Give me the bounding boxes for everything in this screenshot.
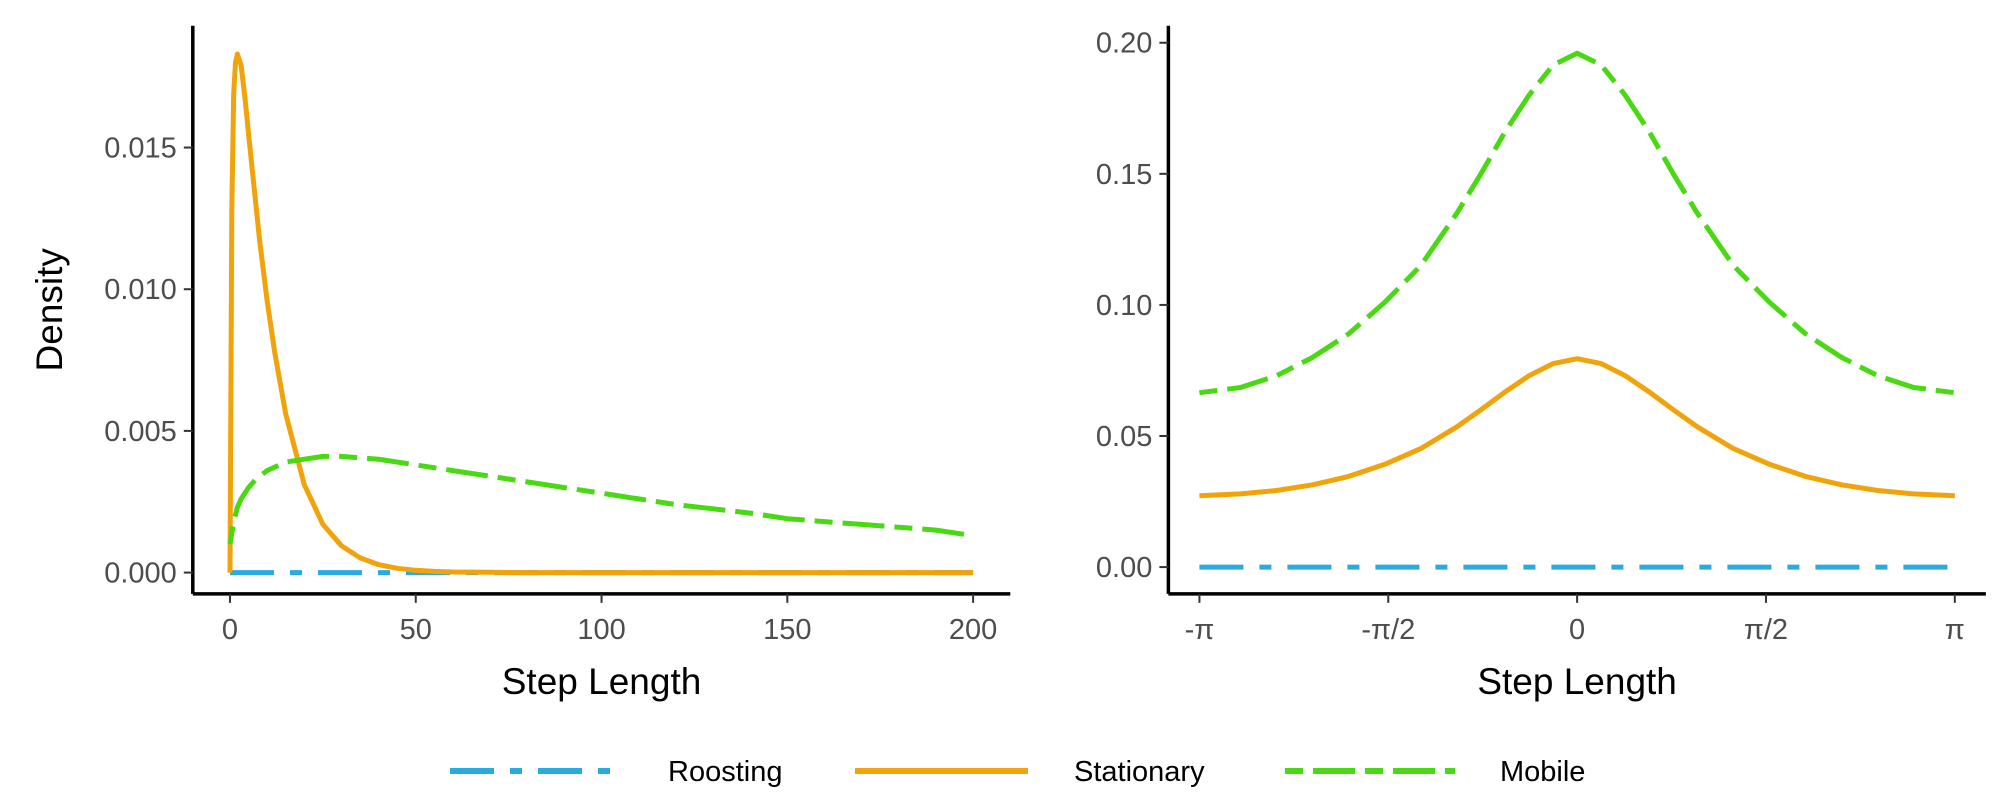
legend-label-roosting: Roosting <box>668 756 782 788</box>
left-y-ticks: 0.000 0.005 0.010 0.015 <box>104 133 193 590</box>
right-x-tick-label: π <box>1945 614 1965 646</box>
left-x-ticks: 0 50 100 150 200 <box>222 593 997 646</box>
right-y-tick-label: 0.15 <box>1096 159 1152 191</box>
right-y-ticks: 0.00 0.05 0.10 0.15 0.20 <box>1096 28 1169 584</box>
right-y-tick-label: 0.05 <box>1096 421 1152 453</box>
left-panel: 0 50 100 150 200 0.000 0.005 0.010 0.015… <box>29 25 1011 702</box>
right-y-tick-label: 0.10 <box>1096 290 1152 322</box>
left-x-tick-label: 200 <box>949 614 997 646</box>
left-series-stationary-line <box>227 51 974 576</box>
right-series-layer <box>1199 50 1956 570</box>
right-y-tick-label: 0.00 <box>1096 552 1152 584</box>
left-y-tick-label: 0.015 <box>104 133 177 165</box>
right-panel: -π -π/2 0 π/2 π 0.00 0.05 0.10 0.15 0.20… <box>1096 25 1986 702</box>
left-y-tick-label: 0.010 <box>104 274 177 306</box>
left-x-tick-label: 100 <box>577 614 625 646</box>
left-x-tick-label: 50 <box>400 614 432 646</box>
left-y-tick-label: 0.000 <box>104 558 177 590</box>
left-y-tick-label: 0.005 <box>104 416 177 448</box>
right-x-ticks: -π -π/2 0 π/2 π <box>1185 593 1965 646</box>
right-x-axis-title: Step Length <box>1477 661 1677 702</box>
right-x-tick-label: -π/2 <box>1361 614 1415 646</box>
left-x-tick-label: 150 <box>763 614 811 646</box>
right-y-tick-label: 0.20 <box>1096 28 1152 60</box>
right-x-tick-label: -π <box>1185 614 1215 646</box>
right-series-stationary-line <box>1199 356 1955 499</box>
left-x-tick-label: 0 <box>222 614 238 646</box>
left-series-mobile-line <box>227 453 974 545</box>
right-series-mobile-line <box>1199 50 1956 396</box>
left-series-layer <box>227 51 974 576</box>
legend-label-mobile: Mobile <box>1500 756 1585 788</box>
left-x-axis-title: Step Length <box>502 661 702 702</box>
legend-label-stationary: Stationary <box>1074 756 1205 788</box>
right-x-tick-label: 0 <box>1569 614 1585 646</box>
legend: Roosting Stationary Mobile <box>450 756 1585 788</box>
left-y-axis-title: Density <box>29 248 70 372</box>
right-x-tick-label: π/2 <box>1744 614 1788 646</box>
